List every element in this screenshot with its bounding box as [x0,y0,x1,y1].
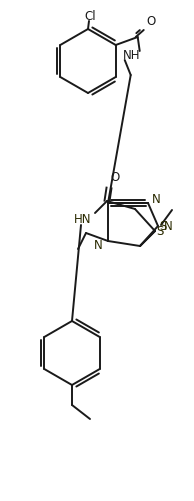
Text: S: S [159,219,167,232]
Text: O: O [146,15,155,28]
Text: HN: HN [74,212,92,225]
Text: N: N [152,192,160,205]
Text: N: N [94,238,102,252]
Text: NH: NH [123,49,140,62]
Text: S: S [156,224,164,237]
Text: N: N [164,219,172,232]
Text: Cl: Cl [84,10,96,23]
Text: O: O [110,170,120,183]
